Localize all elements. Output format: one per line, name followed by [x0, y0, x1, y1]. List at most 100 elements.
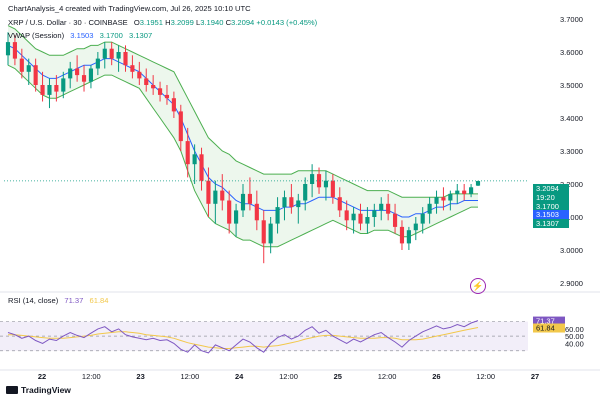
candle-body: [75, 68, 80, 76]
vwap-lower-line: [7, 64, 478, 248]
change-value: +0.0143 (+0.45%): [256, 18, 318, 27]
candle-body: [220, 190, 225, 201]
candlestick-series: [4, 32, 528, 264]
rsi-legend[interactable]: RSI (14, close) 71.37 61.84: [8, 296, 109, 305]
time-axis[interactable]: 22 12:00 23 12:00 24 12:00 25 12:00 26 12:00 27: [38, 372, 539, 381]
rsi-value: 71.37: [64, 296, 84, 305]
price-tick-label: 3.4000: [560, 114, 583, 123]
candle: [240, 184, 246, 217]
candle: [40, 71, 45, 102]
candle: [420, 207, 425, 234]
candle-body: [19, 58, 24, 72]
price-tick-label: 3.7000: [560, 15, 583, 24]
candle: [392, 203, 398, 234]
candle-body: [379, 203, 384, 211]
low-value: 3.1940: [200, 18, 224, 27]
candle-body: [365, 217, 370, 224]
candle-body: [310, 174, 315, 184]
candle: [213, 180, 218, 224]
candle: [441, 187, 446, 211]
candle: [102, 42, 107, 69]
candle-body: [434, 197, 439, 204]
candle: [234, 203, 239, 237]
price-tick-label: 3.5000: [560, 81, 583, 90]
vwap-band-fill: [8, 25, 478, 247]
candle: [151, 75, 156, 95]
candle: [469, 184, 474, 198]
chart-grid: [0, 291, 600, 371]
tv-mark-icon: [6, 386, 18, 394]
close-label: C: [225, 18, 232, 27]
rsi-tag-bg: [533, 323, 565, 333]
candle: [268, 217, 273, 254]
candle-body: [171, 98, 176, 112]
candle: [344, 200, 349, 231]
high-label: H: [165, 18, 171, 27]
candle: [351, 207, 356, 234]
candle: [372, 203, 377, 227]
candle: [296, 193, 301, 224]
candle-body: [441, 197, 446, 201]
candle-body: [337, 197, 342, 211]
candle: [386, 193, 391, 221]
candle: [5, 32, 11, 66]
candle: [144, 68, 149, 92]
price-tick-label: 3.6000: [560, 48, 583, 57]
candle-body: [330, 180, 335, 198]
candle-body: [199, 154, 204, 181]
candle: [33, 58, 38, 92]
candle: [47, 78, 52, 109]
candle-body: [268, 223, 273, 244]
candle: [406, 226, 411, 250]
vwap-label[interactable]: VWAP (Session): [8, 31, 65, 40]
candle: [171, 91, 176, 118]
symbol-name[interactable]: XRP / U.S. Dollar · 30 · COINBASE: [8, 18, 128, 27]
candle: [81, 65, 87, 92]
vwap-upper-value: 3.1700: [99, 31, 123, 40]
vwap-upper-line: [7, 25, 478, 198]
rsi-label[interactable]: RSI (14, close): [8, 296, 59, 305]
candle: [19, 48, 24, 79]
candle-body: [351, 213, 356, 221]
candle-body: [81, 75, 87, 82]
candle: [137, 61, 142, 85]
time-tick-label: 22: [38, 372, 46, 381]
candle-body: [392, 213, 398, 227]
price-tick-label: 3.0000: [560, 246, 583, 255]
price-axis[interactable]: 3.7000 3.6000 3.5000 3.4000 3.3000 3.2000 3.10…: [533, 15, 584, 348]
time-tick-label: 12:00: [181, 372, 200, 381]
candle: [413, 217, 418, 241]
rsi-tag: 61.84: [533, 323, 565, 333]
candle-body: [157, 88, 163, 95]
candle-body: [234, 210, 239, 224]
candle-body: [144, 78, 149, 85]
candle-body: [240, 193, 246, 211]
tradingview-logo: TradingView: [6, 385, 71, 395]
open-value: 3.1951: [139, 18, 163, 27]
chart-caption: ChartAnalysis_4 created with TradingView…: [8, 4, 251, 13]
symbol-legend[interactable]: XRP / U.S. Dollar · 30 · COINBASE O3.195…: [8, 18, 317, 27]
price-tag-last: 3.2094: [533, 184, 569, 193]
close-value: 3.2094: [231, 18, 255, 27]
candle: [68, 61, 73, 89]
candle-body: [254, 203, 259, 221]
time-tick-label: 27: [531, 372, 539, 381]
candle-body: [406, 230, 411, 244]
candle: [88, 65, 94, 89]
candle-body: [455, 190, 460, 194]
price-tag-bg: [533, 193, 569, 202]
lightning-icon[interactable]: ⚡: [470, 278, 486, 294]
candle-body: [54, 85, 59, 92]
time-tick-label: 23: [136, 372, 144, 381]
candle-body: [213, 190, 218, 204]
time-tick-label: 12:00: [82, 372, 101, 381]
candle-body: [206, 180, 211, 204]
candle: [185, 127, 190, 178]
candle-body: [372, 210, 377, 217]
vwap-legend[interactable]: VWAP (Session) 3.1503 3.1700 3.1307: [8, 31, 152, 40]
rsi-tag: 71.37: [533, 316, 565, 326]
candle: [54, 75, 59, 102]
candle-body: [178, 111, 183, 142]
price-tag-bg: [533, 219, 569, 228]
